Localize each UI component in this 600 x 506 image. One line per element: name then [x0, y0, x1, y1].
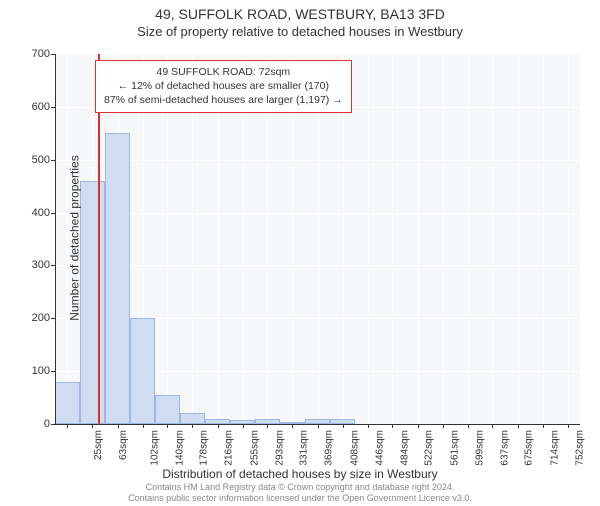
x-tick-label: 293sqm — [274, 430, 285, 466]
annotation-line2: ← 12% of detached houses are smaller (17… — [104, 79, 343, 93]
grid-line-v — [468, 54, 469, 424]
footer-attribution: Contains HM Land Registry data © Crown c… — [0, 482, 600, 504]
grid-line-v — [518, 54, 519, 424]
x-tick — [67, 424, 68, 428]
x-tick — [492, 424, 493, 428]
y-tick — [51, 318, 55, 319]
grid-line-v — [543, 54, 544, 424]
y-tick — [51, 107, 55, 108]
footer-line2: Contains public sector information licen… — [0, 493, 600, 504]
grid-line-v — [443, 54, 444, 424]
annotation-box: 49 SUFFOLK ROAD: 72sqm ← 12% of detached… — [95, 60, 352, 113]
y-tick — [51, 160, 55, 161]
annotation-line1: 49 SUFFOLK ROAD: 72sqm — [104, 65, 343, 79]
y-axis-label: Number of detached properties — [68, 155, 82, 320]
y-tick-label: 400 — [10, 207, 50, 219]
x-tick-label: 140sqm — [174, 430, 185, 466]
grid-line-v — [492, 54, 493, 424]
histogram-bar — [80, 181, 105, 424]
x-tick — [543, 424, 544, 428]
y-tick-label: 700 — [10, 48, 50, 60]
x-tick-label: 369sqm — [324, 430, 335, 466]
grid-line-v — [418, 54, 419, 424]
grid-line-v — [392, 54, 393, 424]
x-tick-label: 675sqm — [524, 430, 535, 466]
x-tick-label: 102sqm — [149, 430, 160, 466]
x-tick-label: 522sqm — [424, 430, 435, 466]
x-tick-label: 599sqm — [474, 430, 485, 466]
y-tick — [51, 371, 55, 372]
x-tick — [267, 424, 268, 428]
x-tick — [318, 424, 319, 428]
y-tick — [51, 213, 55, 214]
x-tick-label: 408sqm — [349, 430, 360, 466]
x-axis-label: Distribution of detached houses by size … — [0, 467, 600, 481]
y-tick — [51, 265, 55, 266]
y-tick-label: 200 — [10, 312, 50, 324]
x-tick — [243, 424, 244, 428]
footer-line1: Contains HM Land Registry data © Crown c… — [0, 482, 600, 493]
x-tick — [392, 424, 393, 428]
x-tick — [468, 424, 469, 428]
histogram-bar — [105, 133, 130, 424]
y-tick-label: 600 — [10, 101, 50, 113]
x-tick — [292, 424, 293, 428]
y-axis-line — [55, 54, 56, 424]
x-tick — [192, 424, 193, 428]
x-tick — [143, 424, 144, 428]
x-tick-label: 331sqm — [299, 430, 310, 466]
x-tick — [568, 424, 569, 428]
x-tick — [518, 424, 519, 428]
y-tick-label: 500 — [10, 154, 50, 166]
x-tick-label: 255sqm — [249, 430, 260, 466]
y-tick-label: 0 — [10, 418, 50, 430]
chart-title-address: 49, SUFFOLK ROAD, WESTBURY, BA13 3FD — [0, 6, 600, 22]
x-tick-label: 216sqm — [224, 430, 235, 466]
x-tick — [92, 424, 93, 428]
x-tick — [167, 424, 168, 428]
grid-line-v — [368, 54, 369, 424]
x-tick — [218, 424, 219, 428]
histogram-bar — [155, 395, 180, 424]
x-tick-label: 637sqm — [499, 430, 510, 466]
chart-subtitle: Size of property relative to detached ho… — [0, 24, 600, 39]
grid-line-v — [568, 54, 569, 424]
x-tick-label: 752sqm — [574, 430, 585, 466]
x-tick-label: 178sqm — [199, 430, 210, 466]
annotation-line3: 87% of semi-detached houses are larger (… — [104, 93, 343, 107]
y-tick-label: 300 — [10, 259, 50, 271]
histogram-bar — [180, 413, 205, 424]
x-tick — [343, 424, 344, 428]
x-tick-label: 63sqm — [118, 430, 129, 460]
y-tick — [51, 424, 55, 425]
x-tick-label: 714sqm — [549, 430, 560, 466]
x-tick — [418, 424, 419, 428]
x-tick-label: 25sqm — [93, 430, 104, 460]
y-tick — [51, 54, 55, 55]
x-tick — [368, 424, 369, 428]
x-tick-label: 446sqm — [374, 430, 385, 466]
x-tick-label: 484sqm — [399, 430, 410, 466]
histogram-bar — [55, 382, 80, 424]
x-tick — [443, 424, 444, 428]
y-tick-label: 100 — [10, 365, 50, 377]
x-tick — [118, 424, 119, 428]
histogram-bar — [130, 318, 155, 424]
x-tick-label: 561sqm — [449, 430, 460, 466]
